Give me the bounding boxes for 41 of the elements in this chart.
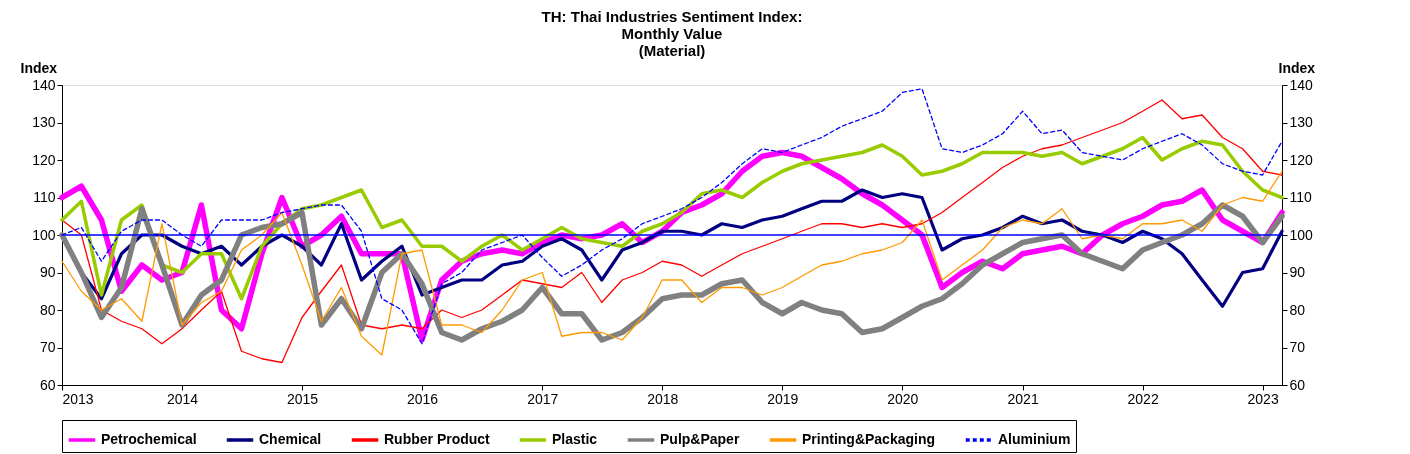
- y-tick-label: 120: [32, 151, 56, 168]
- y2-tick-label: 100: [1289, 226, 1314, 243]
- legend-label: Petrochemical: [101, 431, 197, 447]
- x-tick-label: 2014: [166, 390, 199, 407]
- y-tick-label: 110: [33, 189, 56, 205]
- y2-tick-label: 110: [1289, 189, 1313, 205]
- y-tick-label: 70: [39, 339, 56, 355]
- x-tick-label: 2023: [1247, 390, 1279, 407]
- y-tick-label: 100: [32, 226, 56, 243]
- line-series: [61, 170, 1283, 356]
- x-tick-label: 2019: [767, 390, 799, 407]
- x-tick-label: 2017: [527, 390, 559, 407]
- legend-label: Rubber Product: [384, 431, 491, 447]
- y2-axis-title: Index: [1278, 59, 1316, 76]
- legend-label: Aluminium: [998, 431, 1071, 447]
- legend-label: Printing&Packaging: [802, 431, 936, 447]
- y2-tick-label: 120: [1289, 151, 1314, 168]
- y-tick-label: 60: [39, 376, 56, 393]
- y-tick-label: 90: [39, 264, 56, 280]
- y2-tick-label: 80: [1289, 301, 1306, 318]
- y2-tick-label: 70: [1289, 339, 1306, 355]
- x-tick-label: 2020: [887, 390, 919, 407]
- x-tick-label: 2022: [1127, 390, 1159, 407]
- y2-tick-label: 140: [1289, 76, 1314, 93]
- legend-label: Plastic: [552, 431, 598, 447]
- y-tick-label: 140: [32, 76, 56, 93]
- y2-tick-label: 90: [1289, 264, 1306, 280]
- y2-tick-label: 60: [1289, 376, 1306, 393]
- y-tick-label: 80: [39, 301, 56, 318]
- x-tick-label: 2013: [62, 390, 94, 407]
- legend-label: Chemical: [259, 431, 322, 447]
- y-axis-title: Index: [20, 59, 58, 76]
- x-tick-label: 2015: [286, 390, 319, 407]
- y-tick-label: 130: [32, 114, 56, 130]
- x-tick-label: 2021: [1007, 390, 1039, 407]
- x-tick-label: 2016: [406, 390, 439, 407]
- legend-label: Pulp&Paper: [660, 431, 740, 447]
- y2-tick-label: 130: [1289, 114, 1314, 130]
- line-series: [60, 135, 1284, 301]
- chart-title: TH: Thai Industries Sentiment Index: Monthly Value (Material): [541, 8, 803, 59]
- x-tick-label: 2018: [647, 390, 679, 407]
